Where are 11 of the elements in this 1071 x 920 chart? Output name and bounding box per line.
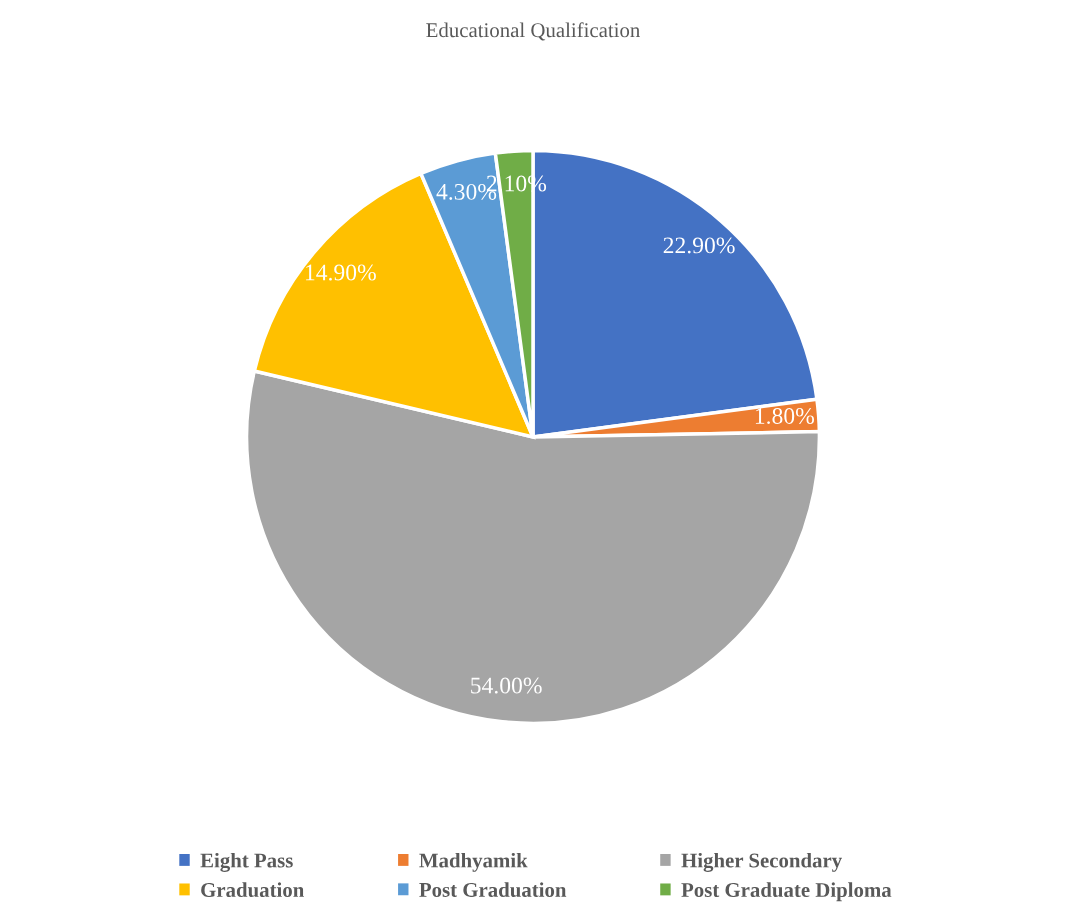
legend-label: Graduation: [201, 882, 305, 898]
chart-title: Educational Qualification: [426, 22, 640, 41]
legend-label: Post Graduate Diploma: [681, 882, 892, 902]
data-label: 14.90%: [306, 264, 376, 281]
data-label: 54.00%: [471, 677, 542, 694]
data-label: 22.90%: [663, 237, 735, 254]
legend-label: Higher Secondary: [681, 852, 842, 872]
legend-label: Post Graduation: [419, 882, 567, 897]
legend-label: Eight Pass: [200, 852, 293, 872]
legend-label: Madhyamik: [419, 852, 528, 872]
data-label: 1.80%: [755, 407, 815, 425]
